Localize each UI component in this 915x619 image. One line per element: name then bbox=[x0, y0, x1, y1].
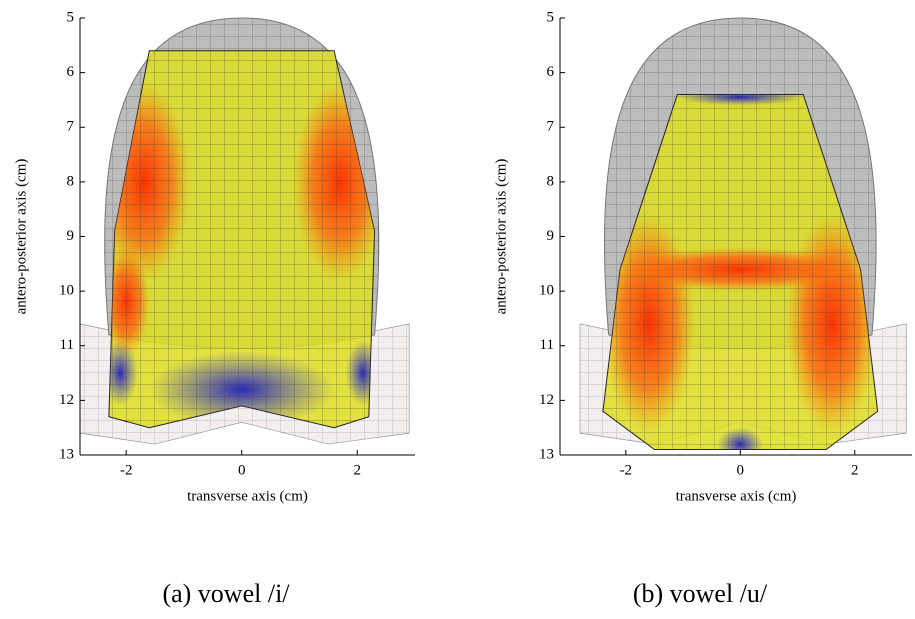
y-tick-label: 9 bbox=[67, 228, 75, 244]
y-tick-label: 13 bbox=[539, 446, 554, 462]
y-tick-label: 10 bbox=[539, 283, 554, 299]
caption: (a) vowel /i/ bbox=[162, 579, 290, 608]
y-axis-label: antero-posterior axis (cm) bbox=[13, 159, 29, 315]
y-tick-label: 13 bbox=[59, 446, 74, 462]
caption: (b) vowel /u/ bbox=[633, 579, 768, 608]
y-tick-label: 6 bbox=[67, 64, 75, 80]
x-tick-label: 0 bbox=[238, 462, 246, 478]
x-tick-label: -2 bbox=[120, 462, 133, 478]
y-tick-label: 12 bbox=[539, 392, 554, 408]
y-tick-label: 10 bbox=[59, 283, 74, 299]
y-tick-label: 8 bbox=[67, 173, 75, 189]
y-tick-label: 11 bbox=[540, 337, 554, 353]
x-axis-label: transverse axis (cm) bbox=[676, 488, 797, 504]
y-tick-label: 12 bbox=[59, 392, 74, 408]
y-axis-label: antero-posterior axis (cm) bbox=[493, 159, 509, 315]
x-tick-label: 0 bbox=[737, 462, 745, 478]
y-tick-label: 7 bbox=[67, 119, 75, 135]
y-tick-label: 9 bbox=[547, 228, 555, 244]
tongue-grid bbox=[108, 50, 375, 428]
x-axis-label: transverse axis (cm) bbox=[187, 488, 308, 504]
mesh-render bbox=[79, 17, 410, 445]
x-tick-label: 2 bbox=[851, 462, 859, 478]
x-tick-label: -2 bbox=[620, 462, 633, 478]
mesh-render bbox=[579, 17, 907, 451]
y-tick-label: 6 bbox=[547, 64, 555, 80]
y-tick-label: 11 bbox=[60, 337, 74, 353]
y-tick-label: 5 bbox=[67, 9, 75, 25]
x-tick-label: 2 bbox=[353, 462, 361, 478]
y-tick-label: 5 bbox=[547, 9, 555, 25]
y-tick-label: 7 bbox=[547, 119, 555, 135]
y-tick-label: 8 bbox=[547, 173, 555, 189]
tongue-grid bbox=[602, 94, 878, 450]
